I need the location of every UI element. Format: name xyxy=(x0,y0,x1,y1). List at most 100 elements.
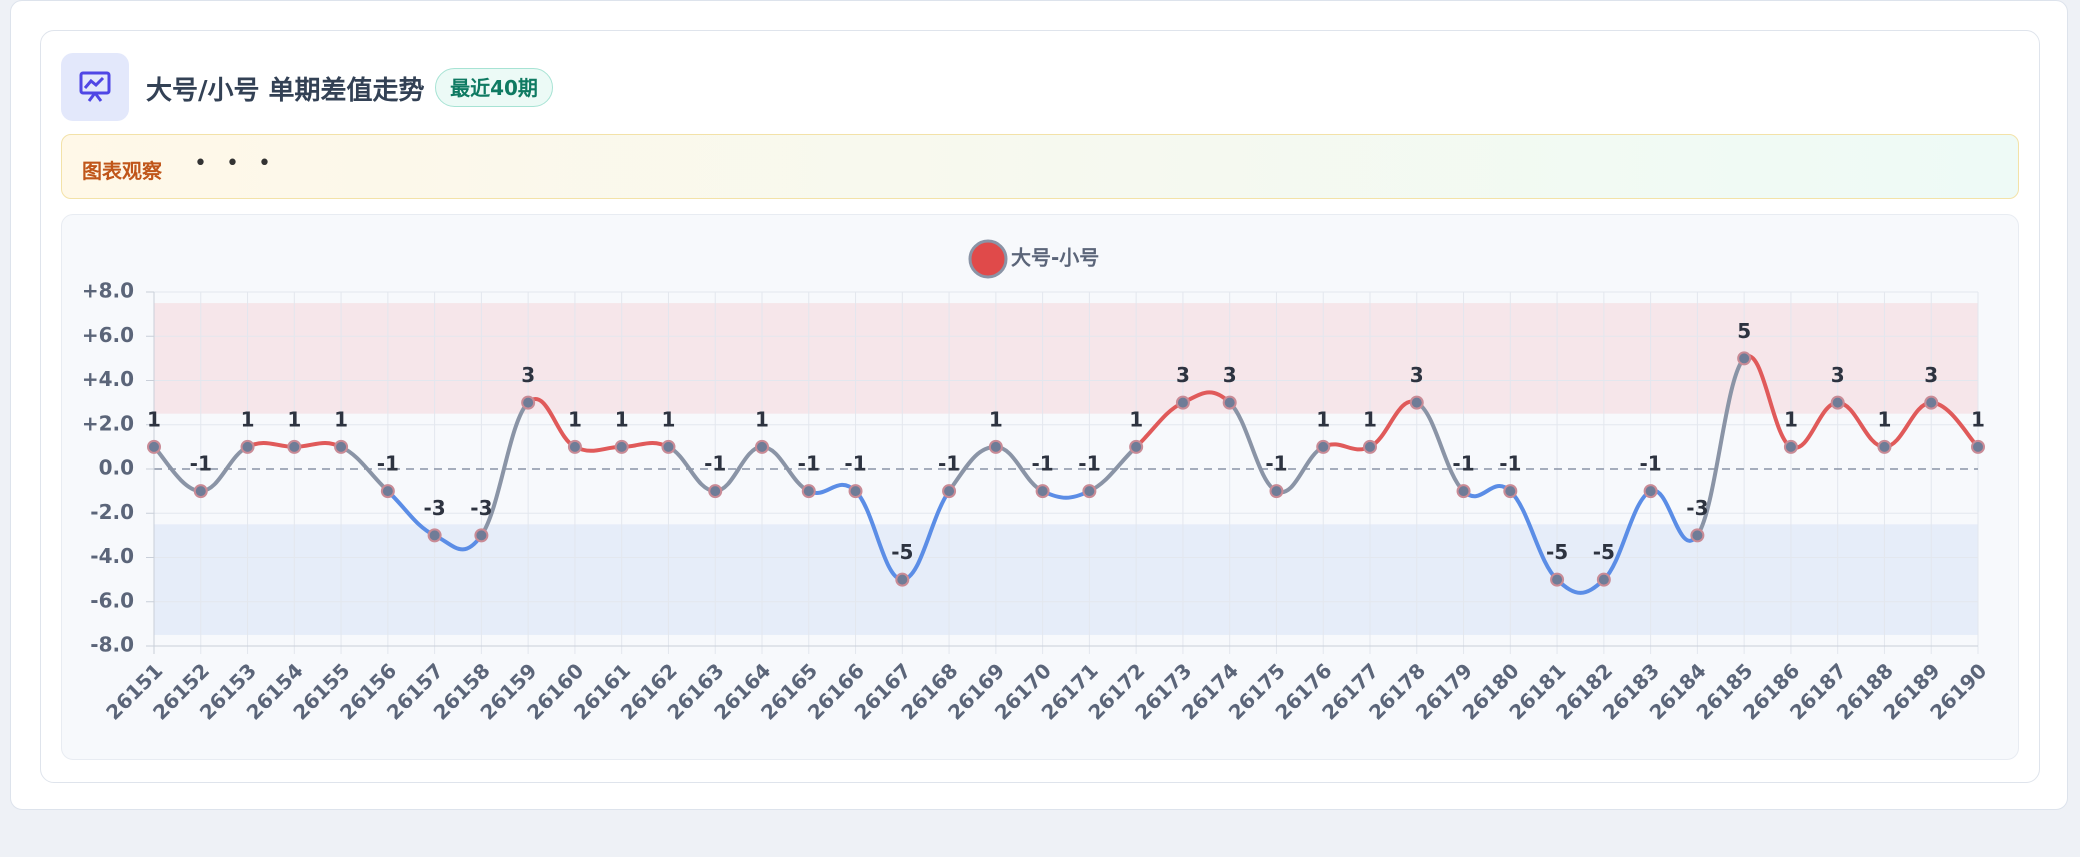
data-label: 1 xyxy=(1316,407,1330,431)
data-point xyxy=(521,395,536,410)
data-label: -5 xyxy=(891,540,913,564)
data-label: -1 xyxy=(1499,452,1521,476)
line-segment xyxy=(1601,489,1653,582)
y-tick-label: 0.0 xyxy=(99,456,134,480)
data-point xyxy=(1643,484,1658,499)
line-segment xyxy=(1695,356,1747,538)
data-label: 1 xyxy=(755,407,769,431)
data-point xyxy=(1971,439,1985,454)
data-point xyxy=(1690,528,1705,543)
data-point xyxy=(1830,395,1845,410)
data-label: -3 xyxy=(1686,496,1708,520)
data-point xyxy=(614,439,629,454)
observation-banner[interactable]: 图表观察 • • • xyxy=(61,134,2019,199)
data-label: 1 xyxy=(147,407,161,431)
banner-title: 图表观察 xyxy=(82,159,162,183)
data-point xyxy=(988,439,1003,454)
y-tick-label: +2.0 xyxy=(82,411,134,435)
data-point xyxy=(1269,484,1284,499)
data-point xyxy=(801,484,816,499)
data-label: 1 xyxy=(568,407,582,431)
line-segment xyxy=(1414,400,1466,494)
data-label: -1 xyxy=(1265,452,1287,476)
line-segment xyxy=(1461,484,1513,499)
data-label: 3 xyxy=(1410,363,1424,387)
data-label: 1 xyxy=(1784,407,1798,431)
data-point xyxy=(1924,395,1939,410)
data-point xyxy=(1409,395,1424,410)
data-point xyxy=(895,572,910,587)
data-label: -5 xyxy=(1546,540,1568,564)
data-point xyxy=(1737,351,1752,366)
data-point xyxy=(567,439,582,454)
title: 大号/小号 单期差值走势 xyxy=(146,76,425,106)
data-label: -1 xyxy=(1640,452,1662,476)
data-point xyxy=(474,528,489,543)
data-point xyxy=(1783,439,1798,454)
data-label: 1 xyxy=(1129,407,1143,431)
y-tick-label: -8.0 xyxy=(90,633,134,657)
data-label: -1 xyxy=(798,452,820,476)
data-label: 1 xyxy=(662,407,676,431)
data-label: 1 xyxy=(241,407,255,431)
legend-swatch xyxy=(968,239,1008,279)
data-label: -1 xyxy=(704,452,726,476)
data-label: 1 xyxy=(615,407,629,431)
data-label: 3 xyxy=(1831,363,1845,387)
line-segment xyxy=(292,440,344,449)
range-band xyxy=(154,524,1978,635)
y-tick-label: +4.0 xyxy=(82,367,134,391)
data-point xyxy=(708,484,723,499)
data-point xyxy=(1456,484,1471,499)
data-label: -1 xyxy=(377,452,399,476)
data-point xyxy=(1035,484,1050,499)
data-label: -1 xyxy=(1032,452,1054,476)
data-point xyxy=(1877,439,1892,454)
range-band xyxy=(154,303,1978,414)
data-point xyxy=(1082,484,1097,499)
data-label: -5 xyxy=(1593,540,1615,564)
data-point xyxy=(1316,439,1331,454)
data-point xyxy=(1596,572,1611,587)
data-label: 3 xyxy=(1924,363,1938,387)
y-tick-label: -2.0 xyxy=(90,500,134,524)
data-point xyxy=(661,439,676,454)
data-point xyxy=(1129,439,1144,454)
line-segment xyxy=(245,440,297,449)
data-label: -3 xyxy=(470,496,492,520)
data-label: 1 xyxy=(989,407,1003,431)
y-tick-label: -4.0 xyxy=(90,544,134,568)
data-label: -1 xyxy=(1078,452,1100,476)
legend-label: 大号-小号 xyxy=(1011,246,1099,270)
data-label: 1 xyxy=(1878,407,1892,431)
data-point xyxy=(1175,395,1190,410)
data-point xyxy=(240,439,255,454)
data-point xyxy=(193,484,208,499)
line-segment xyxy=(1040,489,1092,500)
line-segment xyxy=(806,483,858,495)
data-point xyxy=(380,484,395,499)
banner-more[interactable]: • • • xyxy=(194,151,277,176)
y-tick-label: +6.0 xyxy=(82,323,134,347)
data-point xyxy=(1503,484,1518,499)
data-label: 1 xyxy=(1363,407,1377,431)
data-point xyxy=(287,439,302,454)
data-point xyxy=(427,528,442,543)
data-label: 5 xyxy=(1737,319,1751,343)
data-point xyxy=(1550,572,1565,587)
data-label: -3 xyxy=(424,496,446,520)
data-label: 3 xyxy=(521,363,535,387)
line-segment xyxy=(479,400,531,538)
y-tick-label: +8.0 xyxy=(82,279,134,303)
badge: 最近40期 xyxy=(435,68,553,107)
data-label: 3 xyxy=(1223,363,1237,387)
y-tick-label: -6.0 xyxy=(90,588,134,612)
line-segment xyxy=(572,444,624,453)
chart-icon xyxy=(61,53,129,121)
data-label: 1 xyxy=(1971,407,1985,431)
data-point xyxy=(1222,395,1237,410)
data-point xyxy=(1363,439,1377,454)
line-segment xyxy=(1321,442,1372,452)
data-point xyxy=(942,484,957,499)
